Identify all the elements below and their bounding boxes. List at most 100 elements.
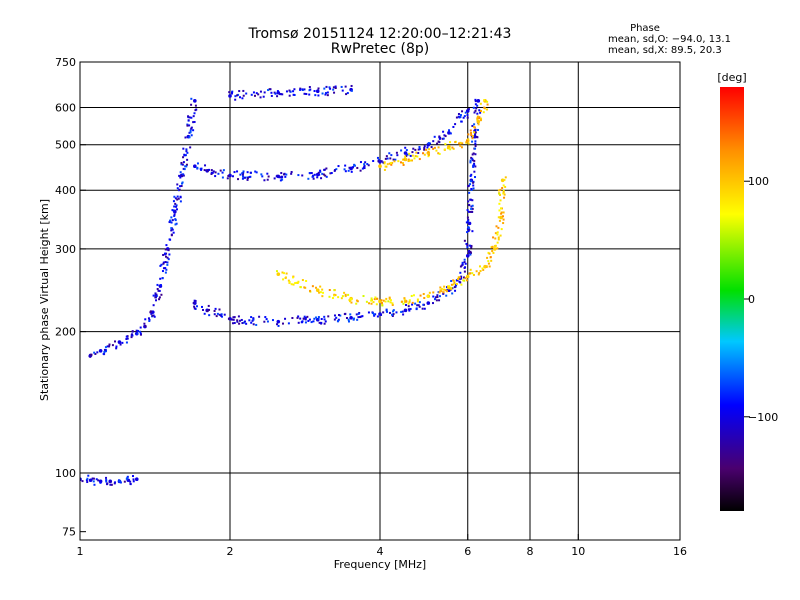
echo-dot (171, 209, 174, 212)
y-tick-label: 300 (55, 243, 76, 256)
echo-dot (437, 152, 440, 155)
echo-dot (467, 200, 470, 203)
echo-dot (464, 266, 467, 269)
echo-dot (267, 175, 270, 178)
echo-dot (108, 345, 111, 348)
echo-dot (173, 214, 176, 217)
echo-dot (200, 168, 203, 171)
echo-dot (438, 291, 441, 294)
echo-dot (186, 158, 189, 161)
echo-dot (439, 286, 442, 289)
echo-dot (152, 314, 155, 317)
echo-dot (375, 297, 378, 300)
echo-dot (219, 169, 222, 172)
echo-dot (349, 313, 352, 316)
echo-dot (474, 140, 477, 143)
echo-dot (350, 301, 353, 304)
echo-dot (118, 480, 121, 483)
echo-dot (270, 91, 273, 94)
echo-dot (276, 323, 279, 326)
echo-dot (194, 299, 197, 302)
echo-dot (308, 318, 311, 321)
echo-dot (383, 168, 386, 171)
x-tick-label: 6 (464, 545, 471, 558)
echo-dot (132, 480, 135, 483)
echo-dot (175, 208, 178, 211)
echo-dot (288, 280, 291, 283)
echo-dot (496, 231, 499, 234)
echo-dot (410, 159, 413, 162)
echo-dot (258, 315, 261, 318)
echo-dot (249, 171, 252, 174)
echo-dot (459, 114, 462, 117)
echo-dot (184, 136, 187, 139)
echo-dot (498, 192, 501, 195)
echo-dot (344, 170, 347, 173)
echo-dot (472, 164, 475, 167)
echo-dot (442, 137, 445, 140)
echo-dot (321, 92, 324, 95)
echo-dot (170, 233, 173, 236)
echo-dot (463, 258, 466, 261)
echo-dot (182, 161, 185, 164)
echo-dot (385, 297, 388, 300)
echo-dot (237, 178, 240, 181)
echo-dot (180, 185, 183, 188)
echo-dot (185, 148, 188, 151)
echo-dot (304, 321, 307, 324)
echo-dot (176, 183, 179, 186)
echo-dot (380, 301, 383, 304)
echo-dot (467, 185, 470, 188)
echo-dot (470, 131, 473, 134)
echo-dot (473, 123, 476, 126)
echo-dot (313, 317, 316, 320)
y-axis-ticks: 75 100 200 300 400 500 600 750 (55, 56, 86, 539)
echo-dot (152, 294, 155, 297)
echo-dot (314, 316, 317, 319)
echo-dot (144, 325, 147, 328)
echo-dot (85, 479, 88, 482)
echo-dot (252, 323, 255, 326)
echo-dot (501, 215, 504, 218)
echo-dot (96, 351, 99, 354)
echo-dot (196, 166, 199, 169)
data-point (315, 89, 320, 93)
echo-dot (166, 261, 169, 264)
echo-dot (337, 318, 340, 321)
echo-dot (259, 90, 262, 93)
echo-dot (478, 116, 481, 119)
echo-dot (148, 318, 151, 321)
echo-dot (307, 177, 310, 180)
echo-dot (263, 320, 266, 323)
echo-dot (348, 298, 351, 301)
echo-dot (335, 316, 338, 319)
echo-dot (367, 164, 370, 167)
echo-dot (485, 265, 488, 268)
echo-dot (174, 223, 177, 226)
echo-dot (432, 140, 435, 143)
echo-dot (450, 286, 453, 289)
echo-dot (105, 483, 108, 486)
echo-dot (187, 115, 190, 118)
echo-dot (473, 129, 476, 132)
x-tick-label: 8 (527, 545, 534, 558)
echo-dot (462, 279, 465, 282)
echo-dot (470, 207, 473, 210)
echo-dot (477, 123, 480, 126)
echo-dot (359, 315, 362, 318)
echo-dot (154, 296, 157, 299)
echo-dot (179, 176, 182, 179)
echo-dot (423, 146, 426, 149)
echo-dot (249, 175, 252, 178)
echo-dot (170, 221, 173, 224)
echo-dot (156, 287, 159, 290)
echo-dot (252, 91, 255, 94)
echo-dot (313, 173, 316, 176)
echo-dot (416, 304, 419, 307)
echo-dot (478, 272, 481, 275)
echo-dot (417, 304, 420, 307)
echo-dot (389, 301, 392, 304)
echo-dot (148, 320, 151, 323)
echo-dot (317, 94, 320, 97)
echo-dot (252, 317, 255, 320)
